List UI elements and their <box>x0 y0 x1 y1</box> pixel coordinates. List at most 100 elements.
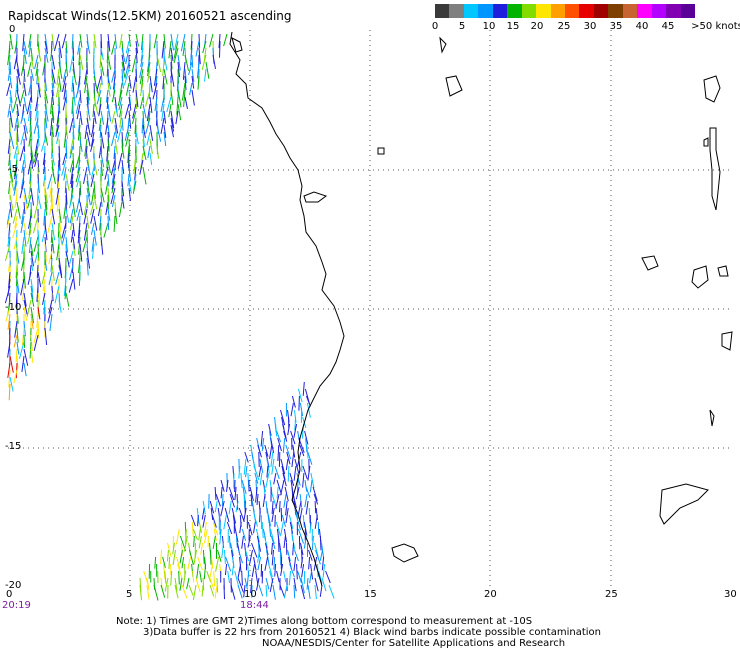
lake-kariba <box>659 483 709 525</box>
wind-barb <box>23 362 27 377</box>
wind-barb <box>26 299 32 317</box>
wind-barb <box>107 33 111 52</box>
wind-barb <box>72 89 76 106</box>
wind-barb <box>79 201 83 215</box>
wind-barb <box>23 334 26 348</box>
wind-barb <box>82 236 88 253</box>
wind-barb <box>142 89 145 104</box>
wind-barb <box>79 33 83 48</box>
wind-barb <box>72 222 76 237</box>
wind-barb <box>248 549 253 566</box>
wind-barb <box>56 68 60 86</box>
wind-barb <box>44 131 49 146</box>
wind-barb <box>203 563 207 580</box>
wind-barb <box>44 89 49 104</box>
wind-barb <box>13 334 18 348</box>
y-tick-label: -20 <box>5 580 22 591</box>
wind-barb <box>264 444 269 457</box>
wind-barb <box>128 75 132 89</box>
wind-barb <box>16 103 20 117</box>
wind-barb <box>100 152 105 168</box>
wind-barb <box>44 40 49 54</box>
wind-barb <box>314 584 317 600</box>
wind-barb <box>97 201 102 217</box>
wind-barb <box>201 54 207 70</box>
wind-barb <box>220 500 225 517</box>
wind-barb <box>65 89 67 104</box>
wind-barb <box>213 528 217 541</box>
wind-barb <box>296 472 301 486</box>
wind-barb <box>7 229 11 247</box>
wind-barb <box>33 327 39 344</box>
wind-barb <box>107 159 111 174</box>
wind-barb <box>128 166 132 182</box>
wind-barb <box>16 75 19 92</box>
wind-barb <box>170 47 174 62</box>
wind-barb <box>20 257 25 271</box>
wind-barb <box>273 472 277 485</box>
wind-barb <box>23 201 26 215</box>
wind-barb <box>198 535 202 549</box>
wind-barb <box>147 145 151 159</box>
wind-barb <box>166 549 169 562</box>
pass-time-label: 18:44 <box>240 600 269 611</box>
colorbar-segment <box>637 4 653 18</box>
wind-barb <box>30 145 35 164</box>
wind-barb <box>181 82 186 101</box>
wind-barb <box>23 306 28 321</box>
wind-barb <box>149 96 153 113</box>
wind-barb <box>12 222 18 239</box>
wind-barb <box>121 180 125 197</box>
wind-barb <box>28 33 32 48</box>
wind-barb <box>114 124 118 139</box>
wind-barb <box>37 159 40 173</box>
wind-barb <box>51 54 56 70</box>
wind-barb <box>163 124 167 139</box>
wind-barb <box>84 124 88 140</box>
colorbar-label: 10 <box>482 21 496 32</box>
wind-barb <box>55 271 60 285</box>
wind-barb <box>315 549 321 565</box>
wind-barb <box>291 535 296 550</box>
wind-barb <box>83 166 88 184</box>
wind-barb <box>263 535 268 549</box>
wind-barb <box>161 103 165 122</box>
wind-barb <box>209 563 214 578</box>
wind-barb <box>302 381 305 396</box>
wind-barb <box>202 577 205 591</box>
wind-barb <box>283 584 288 599</box>
wind-barb <box>223 514 227 530</box>
wind-barb <box>110 159 116 176</box>
wind-barb <box>160 96 165 112</box>
wind-barb <box>4 243 11 262</box>
wind-barb <box>135 89 139 108</box>
wind-barb <box>23 271 26 289</box>
wind-barb <box>37 229 40 247</box>
wind-barb <box>111 131 116 147</box>
wind-barb <box>8 152 11 166</box>
wind-barb <box>7 313 11 331</box>
wind-barb <box>33 201 39 219</box>
lake-tanganyika <box>709 127 721 211</box>
wind-barb <box>32 215 39 234</box>
y-tick-label: -5 <box>8 164 18 175</box>
wind-barb <box>93 180 96 199</box>
wind-barb <box>72 236 76 250</box>
wind-barb <box>48 299 53 314</box>
wind-barb <box>23 229 27 247</box>
wind-barb <box>75 152 81 169</box>
wind-barb <box>56 180 60 195</box>
wind-barb <box>193 535 195 548</box>
wind-barb <box>51 124 54 138</box>
colorbar-segment <box>463 4 479 18</box>
africa-coastline <box>229 31 345 587</box>
wind-barb <box>16 61 20 76</box>
wind-barb <box>76 103 81 120</box>
wind-barb <box>22 75 25 89</box>
wind-barb <box>51 75 55 89</box>
wind-barb <box>97 82 102 97</box>
wind-barb <box>178 570 180 585</box>
wind-barb <box>127 145 130 164</box>
wind-barb <box>76 208 81 221</box>
wind-barb <box>9 355 14 373</box>
